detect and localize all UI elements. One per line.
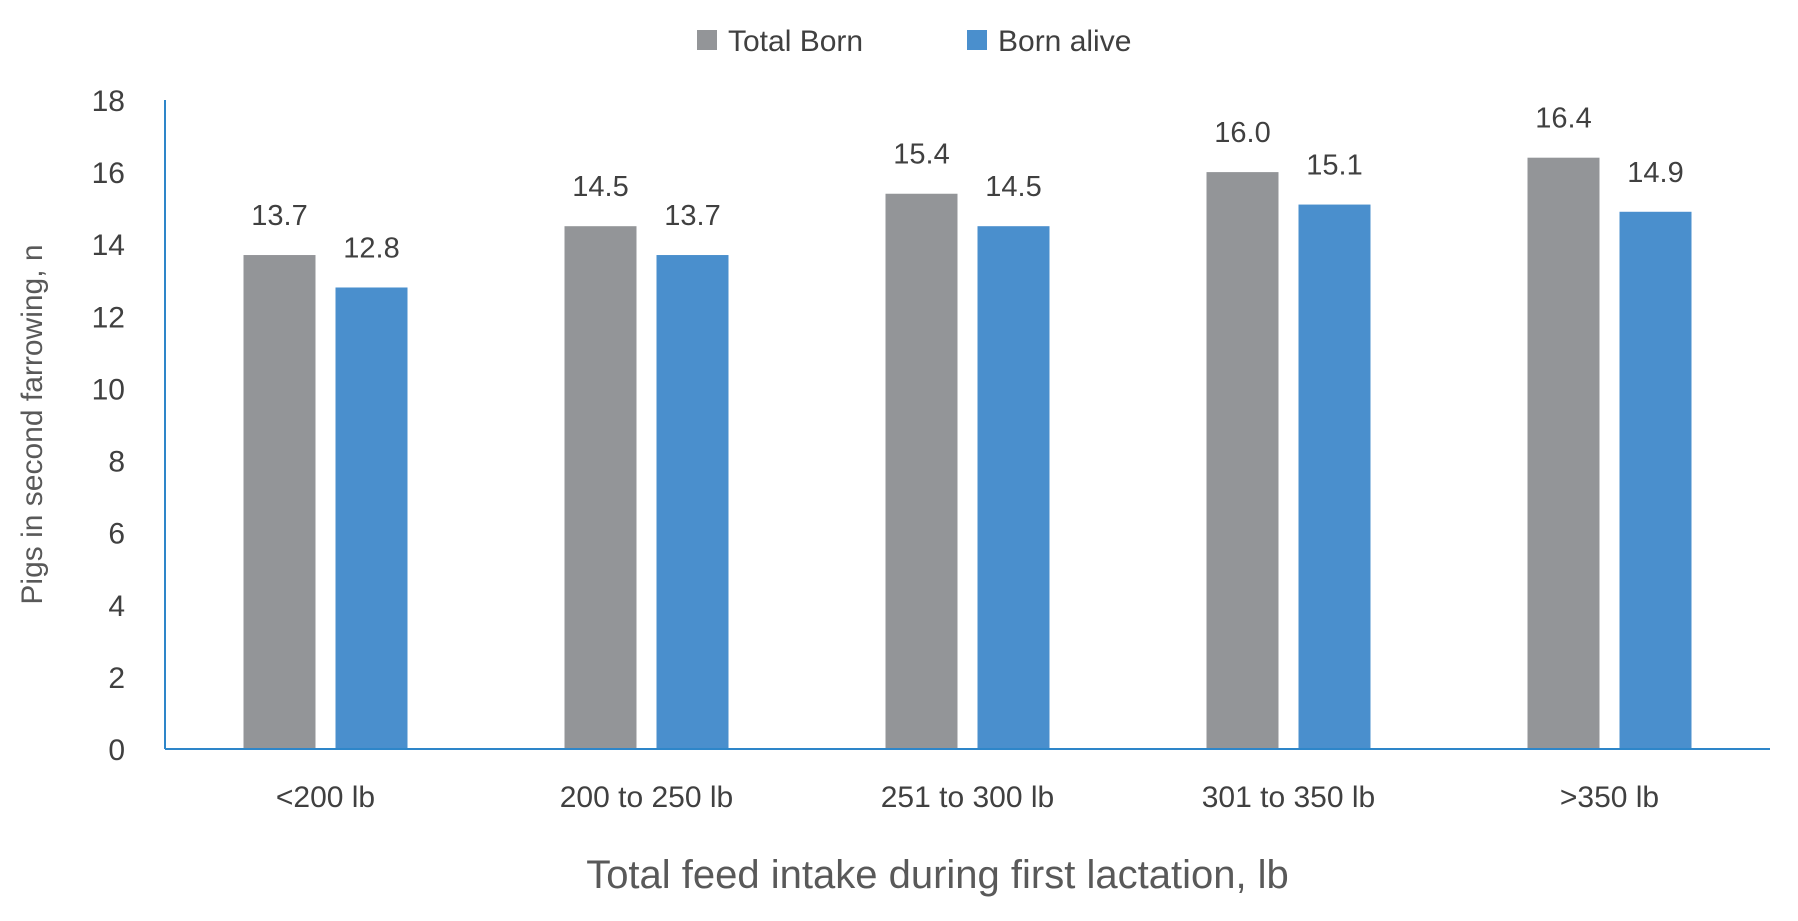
x-axis-title: Total feed intake during first lactation…: [586, 853, 1289, 897]
data-label: 14.5: [985, 171, 1041, 203]
bar-total-born: [243, 255, 316, 750]
bar-total-born: [885, 193, 958, 749]
y-tick-label: 14: [92, 229, 125, 262]
y-tick-label: 6: [108, 518, 125, 551]
bars: [243, 157, 1692, 750]
data-label: 16.4: [1535, 103, 1591, 135]
y-tick-label: 10: [92, 373, 125, 406]
legend-label: Born alive: [998, 25, 1131, 58]
data-label: 12.8: [343, 232, 399, 264]
data-label: 14.5: [572, 171, 628, 203]
category-label: 200 to 250 lb: [560, 781, 733, 814]
y-tick-label: 8: [108, 446, 125, 479]
bar-born-alive: [1619, 211, 1692, 749]
y-tick-label: 16: [92, 157, 125, 190]
y-tick-label: 0: [108, 734, 125, 767]
data-label: 13.7: [664, 200, 720, 232]
data-label: 14.9: [1627, 157, 1683, 189]
category-labels: <200 lb 200 to 250 lb 251 to 300 lb 301 to …: [276, 781, 1659, 814]
legend: Total Born Born alive: [697, 25, 1131, 58]
y-tick-label: 4: [108, 590, 125, 623]
y-tick-label: 2: [108, 662, 125, 695]
data-label: 16.0: [1214, 117, 1270, 149]
data-labels: 13.7 12.8 14.5 13.7 15.4 14.5 16.0 15.1 16.4 14.9: [251, 103, 1683, 265]
y-tick-label: 18: [92, 85, 125, 118]
bar-born-alive: [335, 287, 408, 749]
bar-born-alive: [656, 255, 729, 750]
legend-swatch: [967, 30, 987, 50]
category-label: >350 lb: [1560, 781, 1659, 814]
category-label: 251 to 300 lb: [881, 781, 1054, 814]
data-label: 13.7: [251, 200, 307, 232]
legend-swatch: [697, 30, 717, 50]
bar-total-born: [1206, 172, 1279, 750]
data-label: 15.1: [1306, 150, 1362, 182]
axes: [164, 100, 1770, 750]
y-axis-title: Pigs in second farrowing, n: [16, 244, 49, 604]
bar-born-alive: [977, 226, 1050, 749]
category-label: <200 lb: [276, 781, 375, 814]
data-label: 15.4: [893, 139, 949, 171]
y-tick-label: 12: [92, 301, 125, 334]
bar-total-born: [564, 226, 637, 749]
y-axis-ticks: 0 2 4 6 8 10 12 14 16 18: [92, 85, 125, 767]
bar-total-born: [1527, 157, 1600, 749]
bar-born-alive: [1298, 204, 1371, 750]
category-label: 301 to 350 lb: [1202, 781, 1375, 814]
legend-label: Total Born: [728, 25, 863, 58]
